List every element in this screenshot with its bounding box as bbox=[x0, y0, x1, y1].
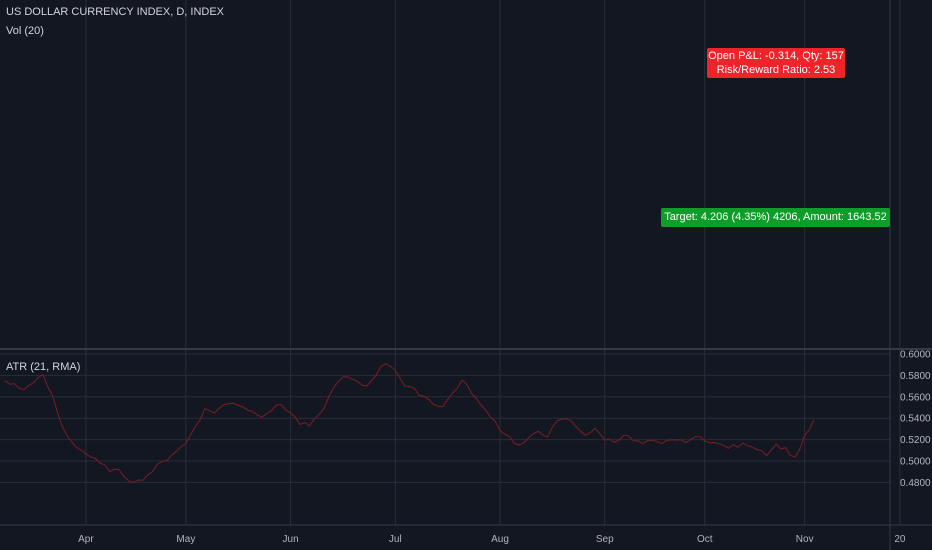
atr-tick-label: 0.5600 bbox=[900, 392, 931, 403]
position-tooltip: Open P&L: -0.314, Qty: 157 Risk/Reward R… bbox=[707, 48, 845, 78]
atr-line bbox=[4, 363, 815, 483]
time-axis-label: Jul bbox=[389, 534, 402, 545]
grid-lines bbox=[0, 0, 901, 525]
axis-labels: 98.00095.00094.00091.00090.00089.0000.60… bbox=[78, 350, 931, 546]
time-axis-label: Aug bbox=[491, 534, 509, 545]
atr-series bbox=[4, 363, 815, 483]
atr-tick-label: 0.5400 bbox=[900, 414, 931, 425]
atr-tick-label: 0.6000 bbox=[900, 350, 931, 361]
atr-tick-label: 0.5800 bbox=[900, 371, 931, 382]
time-axis-label: Sep bbox=[596, 534, 614, 545]
volume-indicator-label[interactable]: Vol (20) bbox=[6, 25, 44, 37]
time-axis-label: May bbox=[176, 534, 195, 545]
time-axis-label: 20 bbox=[894, 534, 906, 545]
time-axis-label: Apr bbox=[78, 534, 94, 545]
atr-tick-label: 0.5200 bbox=[900, 435, 931, 446]
symbol-title[interactable]: US DOLLAR CURRENCY INDEX, D, INDEX bbox=[6, 6, 225, 18]
time-axis-label: Nov bbox=[796, 534, 814, 545]
risk-reward-text: Risk/Reward Ratio: 2.53 bbox=[716, 64, 836, 76]
target-badge: Target: 4.206 (4.35%) 4206, Amount: 1643… bbox=[661, 208, 890, 227]
atr-indicator-label[interactable]: ATR (21, RMA) bbox=[6, 361, 81, 373]
atr-tick-label: 0.5000 bbox=[900, 457, 931, 468]
open-pnl-text: Open P&L: -0.314, Qty: 157 bbox=[708, 50, 844, 62]
atr-tick-label: 0.4800 bbox=[900, 478, 931, 489]
time-axis-label: Oct bbox=[697, 534, 713, 545]
time-axis-label: Jun bbox=[283, 534, 299, 545]
